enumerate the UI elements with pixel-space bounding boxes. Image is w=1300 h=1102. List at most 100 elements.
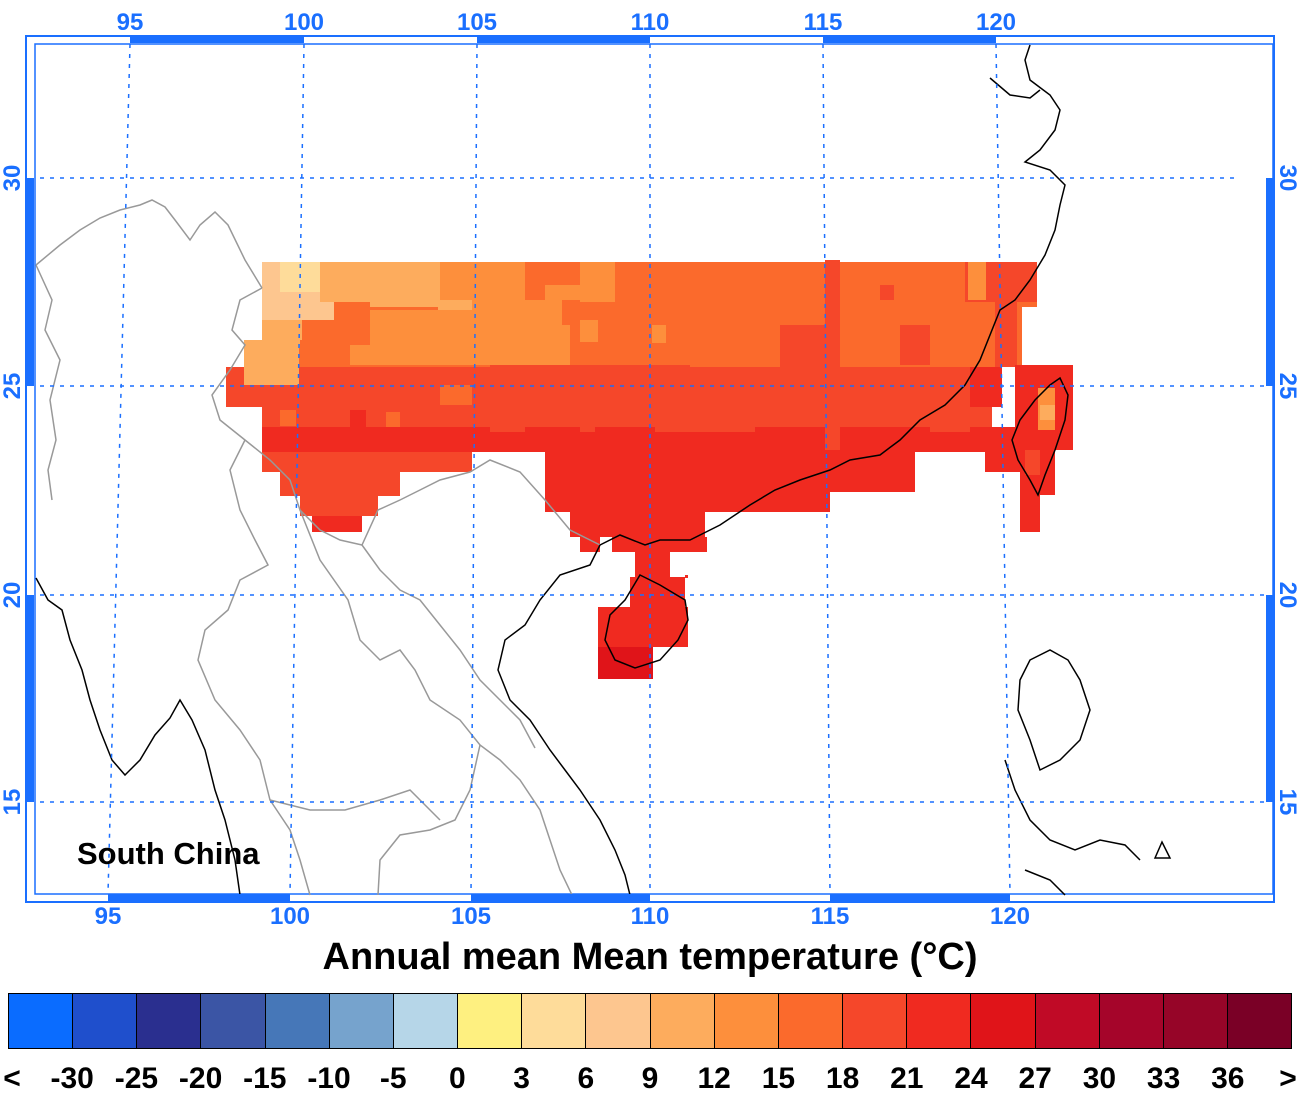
colorbar-label: -25 <box>114 1062 159 1095</box>
colorbar-box <box>393 994 459 1048</box>
temperature-cell <box>825 260 840 450</box>
colorbar-box <box>522 994 587 1048</box>
lat-tick-right: 30 <box>1274 165 1300 192</box>
map-title: Annual mean Mean temperature (°C) <box>322 936 978 978</box>
temperature-cell <box>545 492 830 512</box>
lat-tick-right: 15 <box>1274 789 1300 816</box>
temperature-cell <box>598 647 653 679</box>
colorbar-label: 12 <box>697 1062 731 1095</box>
colorbar-label: 0 <box>449 1062 466 1095</box>
colorbar-labels: < -30 -25 -20 -15 -10 -5 0 3 6 9 12 15 18 21 24 27 30 33 36… <box>0 1062 1300 1102</box>
lat-tick-left: 15 <box>0 789 26 816</box>
temperature-cell <box>968 262 986 300</box>
colorbar-label: -10 <box>307 1062 351 1095</box>
temperature-cell <box>312 516 362 532</box>
lat-tick-right: 25 <box>1274 373 1300 400</box>
temperature-cell <box>652 325 666 343</box>
temperature-cell <box>598 607 688 647</box>
lat-tick-left: 30 <box>0 165 26 192</box>
temperature-cell <box>855 470 895 490</box>
temperature-cell <box>350 410 366 440</box>
temperature-cell <box>685 575 688 578</box>
temperature-cell <box>635 552 670 577</box>
colorbar-label: 30 <box>1082 1062 1117 1095</box>
lon-ticks-top: 95 100 105 110 115 120 <box>117 9 1016 36</box>
temperature-cell <box>880 367 935 387</box>
colorbar-box <box>650 994 715 1048</box>
colorbar-box <box>458 994 523 1048</box>
colorbar-label: 33 <box>1146 1062 1181 1095</box>
plot-inner-frame <box>34 43 1274 895</box>
colorbar-box <box>907 994 972 1048</box>
temperature-cell <box>320 262 370 302</box>
lon-tick-top: 100 <box>284 9 324 36</box>
temperature-cell <box>440 385 472 405</box>
temperature-cell <box>300 496 378 516</box>
colorbar-box <box>843 994 908 1048</box>
colorbar-box <box>73 994 138 1048</box>
country-borders <box>35 199 601 896</box>
lat-tick-right: 20 <box>1274 582 1300 609</box>
coastlines <box>35 44 1172 896</box>
temperature-cell <box>790 427 825 452</box>
lat-tick-left: 20 <box>0 582 26 609</box>
colorbar <box>8 993 1292 1049</box>
colorbar-box <box>1163 994 1228 1048</box>
temperature-cell <box>630 577 685 607</box>
temperature-cell <box>350 345 370 365</box>
colorbar-box <box>9 994 74 1048</box>
colorbar-label: 18 <box>825 1062 860 1095</box>
colorbar-label: 24 <box>954 1062 988 1095</box>
colorbar-box <box>778 994 844 1048</box>
colorbar-box <box>1035 994 1100 1048</box>
lat-ticks-left: 30 25 20 15 <box>0 165 26 816</box>
lon-tick-top: 115 <box>804 9 843 36</box>
temperature-cell <box>595 427 655 452</box>
lon-tick-bottom: 110 <box>631 903 670 930</box>
temperature-cell <box>370 262 440 307</box>
colorbar-box <box>971 994 1036 1048</box>
temperature-cell <box>300 340 350 365</box>
gridlines <box>40 43 1270 895</box>
colorbar-label: -15 <box>243 1062 287 1095</box>
temperature-cell <box>262 320 302 348</box>
temperature-cell <box>985 427 1025 472</box>
colorbar-label: 15 <box>761 1062 796 1095</box>
lat-tick-left: 25 <box>0 373 26 400</box>
temperature-cell <box>525 427 580 452</box>
temperature-cell <box>370 310 480 365</box>
colorbar-label: -30 <box>50 1062 94 1095</box>
colorbar-label: 3 <box>513 1062 530 1095</box>
colorbar-box <box>586 994 651 1048</box>
lon-tick-top: 110 <box>631 9 670 36</box>
temperature-cell <box>900 325 930 365</box>
colorbar-box <box>714 994 779 1048</box>
temperature-cell <box>1020 495 1040 532</box>
temperature-cell <box>995 300 1017 367</box>
lon-tick-top: 95 <box>117 9 144 36</box>
region-label: South China <box>77 836 260 871</box>
temperature-cell <box>580 320 598 342</box>
temperature-cell <box>262 452 472 472</box>
temperature-cell <box>1040 405 1055 420</box>
temperature-cell <box>840 262 965 322</box>
colorbar-label: -20 <box>178 1062 223 1095</box>
colorbar-label: 36 <box>1211 1062 1245 1095</box>
colorbar-box <box>1099 994 1164 1048</box>
lon-ticks-bottom: 95 100 105 110 115 120 <box>95 903 1030 930</box>
colorbar-label: 21 <box>890 1062 924 1095</box>
colorbar-box <box>201 994 266 1048</box>
temperature-cell <box>280 472 400 496</box>
colorbar-box <box>265 994 330 1048</box>
lat-ticks-right: 30 25 20 15 <box>1274 165 1300 816</box>
colorbar-label: > <box>1279 1062 1297 1095</box>
temperature-field <box>226 260 1073 679</box>
temperature-cell <box>580 537 600 552</box>
temperature-cell <box>570 512 705 537</box>
temperature-cell <box>880 285 894 300</box>
colorbar-label: 27 <box>1018 1062 1052 1095</box>
temperature-cell <box>690 367 710 389</box>
temperature-cell <box>812 490 827 510</box>
temperature-cell <box>280 410 296 426</box>
lon-tick-bottom: 100 <box>270 903 310 930</box>
